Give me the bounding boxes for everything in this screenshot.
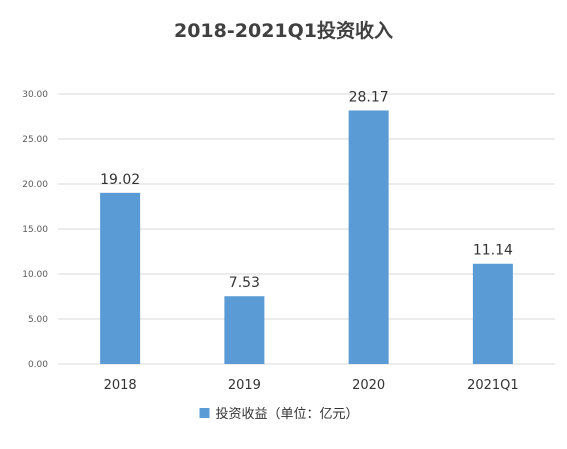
x-tick-label: 2019	[228, 378, 261, 393]
chart-title: 2018-2021Q1投资收入	[173, 20, 394, 42]
x-tick-label: 2021Q1	[467, 378, 519, 393]
data-label: 7.53	[229, 275, 260, 291]
x-tick-label: 2020	[352, 378, 385, 393]
data-label: 28.17	[349, 89, 389, 105]
y-tick-label: 0.00	[28, 360, 48, 370]
y-tick-label: 30.00	[22, 90, 48, 100]
y-tick-label: 15.00	[22, 225, 48, 235]
bar	[348, 110, 389, 364]
data-label: 11.14	[473, 243, 513, 259]
y-tick-label: 10.00	[22, 270, 48, 280]
bar	[100, 192, 141, 364]
bar	[472, 263, 513, 364]
y-tick-label: 25.00	[22, 135, 48, 145]
y-tick-label: 20.00	[22, 180, 48, 190]
legend-label: 投资收益（单位：亿元）	[216, 406, 359, 422]
legend-swatch	[199, 408, 210, 418]
data-label: 19.02	[100, 172, 140, 188]
x-tick-label: 2018	[104, 378, 137, 393]
y-tick-label: 5.00	[28, 315, 48, 325]
bar	[224, 296, 265, 364]
